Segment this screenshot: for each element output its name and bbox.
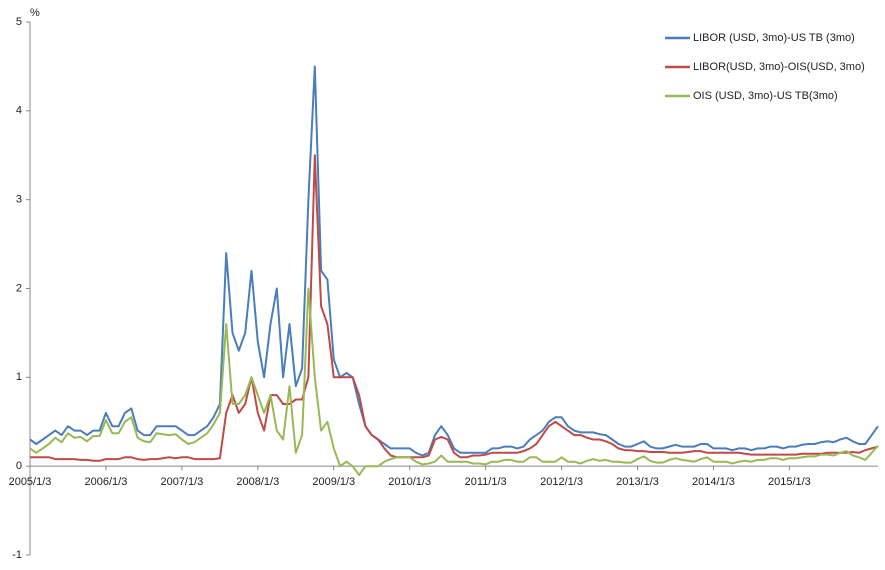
series-line	[29, 287, 879, 477]
x-tick-label: 2014/1/3	[692, 476, 735, 488]
y-axis-label: %	[30, 7, 40, 19]
x-tick-label: 2013/1/3	[616, 476, 659, 488]
x-tick-label: 2008/1/3	[236, 476, 279, 488]
x-tick-label: 2011/1/3	[465, 476, 507, 488]
x-tick-label: 2010/1/3	[388, 476, 431, 488]
x-tick-label: 2012/1/3	[540, 476, 583, 488]
series-line	[30, 154, 879, 462]
x-tick-label: 2009/1/3	[312, 476, 355, 488]
y-tick-label: 5	[16, 16, 22, 28]
y-tick-label: 0	[16, 460, 22, 472]
series-line	[29, 65, 879, 457]
legend-label: LIBOR(USD, 3mo)-OIS(USD, 3mo)	[693, 61, 865, 73]
y-tick-label: -1	[12, 549, 22, 561]
x-tick-label: 2015/1/3	[768, 476, 811, 488]
x-tick-label: 2007/1/3	[160, 476, 203, 488]
x-tick-label: 2006/1/3	[85, 476, 128, 488]
legend-label: LIBOR (USD, 3mo)-US TB (3mo)	[693, 32, 855, 44]
y-tick-label: 2	[16, 282, 22, 294]
legend-label: OIS (USD, 3mo)-US TB(3mo)	[693, 90, 838, 102]
y-tick-label: 1	[16, 371, 22, 383]
y-tick-label: 4	[16, 105, 22, 117]
y-tick-label: 3	[16, 194, 22, 206]
x-tick-label: 2005/1/3	[9, 476, 52, 488]
